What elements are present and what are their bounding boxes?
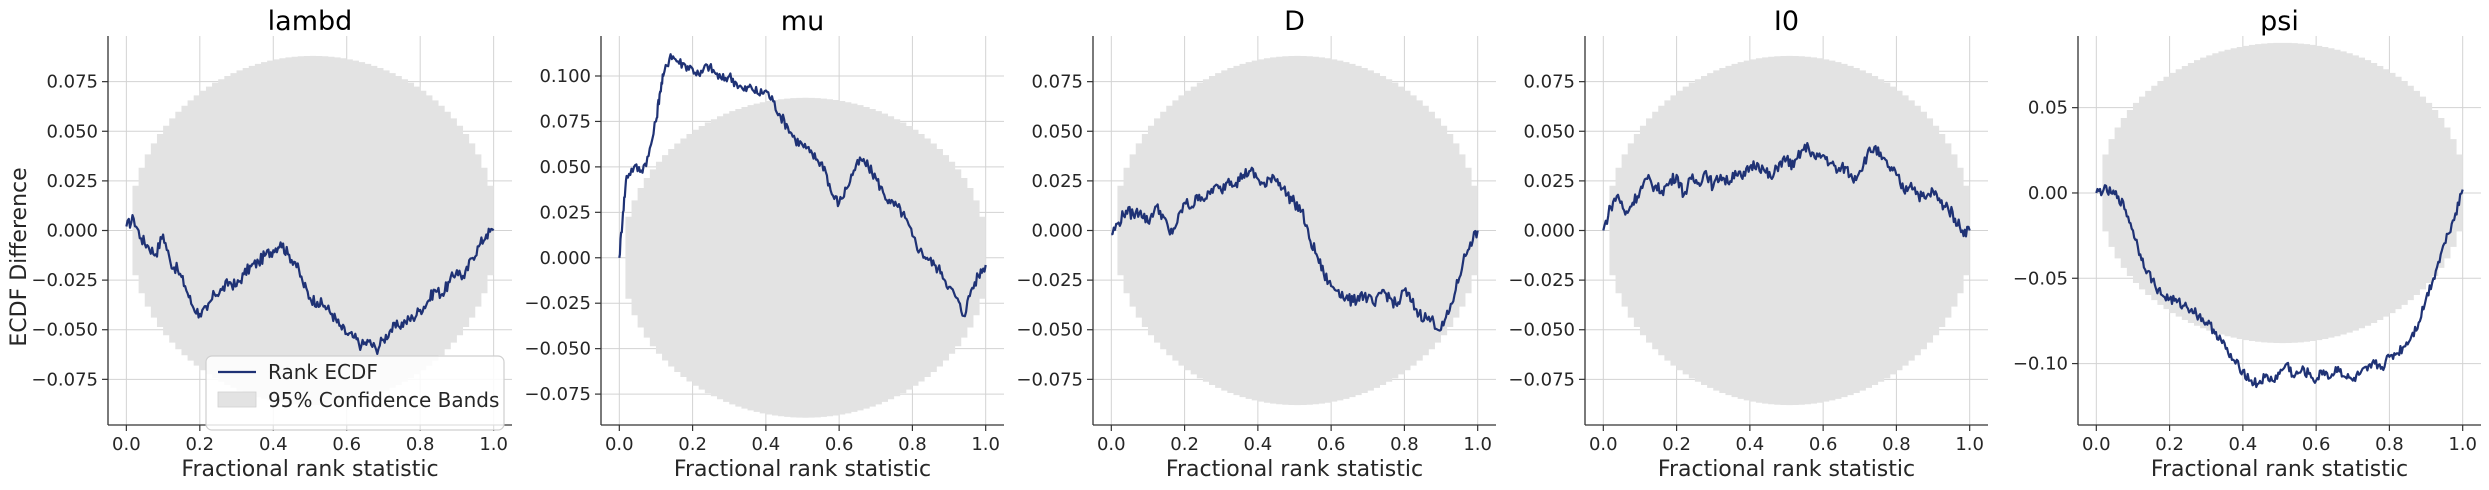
x-tick-label: 0.0 (112, 434, 141, 455)
x-tick-label: 1.0 (2448, 434, 2477, 455)
x-axis-label: Fractional rank statistic (1166, 457, 1423, 482)
x-tick-label: 0.4 (259, 434, 288, 455)
y-tick-label: 0.025 (539, 202, 591, 223)
y-tick-label: −0.025 (31, 270, 98, 291)
x-tick-label: 0.4 (752, 434, 781, 455)
y-tick-label: −0.025 (524, 293, 591, 314)
x-tick-label: 0.8 (2375, 434, 2404, 455)
y-tick-label: 0.025 (1031, 171, 1083, 192)
x-tick-label: 0.0 (1589, 434, 1618, 455)
y-tick-label: 0.025 (46, 171, 98, 192)
y-tick-label: −0.05 (2013, 268, 2068, 289)
x-tick-label: 0.4 (1736, 434, 1765, 455)
y-tick-label: 0.075 (539, 111, 591, 132)
y-tick-label: −0.050 (1508, 320, 1575, 341)
x-axis-label: Fractional rank statistic (181, 457, 438, 482)
legend-frame (205, 355, 505, 431)
rank-ecdf-line (125, 214, 495, 355)
x-tick-label: 0.8 (1390, 434, 1419, 455)
legend-band-swatch (217, 391, 257, 408)
x-tick-label: 0.2 (678, 434, 707, 455)
panel-title: I0 (1774, 6, 1799, 37)
y-tick-label: −0.075 (1016, 369, 1083, 390)
y-tick-label: 0.075 (1031, 72, 1083, 93)
y-tick-label: 0.050 (1523, 121, 1575, 142)
legend-band-label: 95% Confidence Bands (268, 388, 499, 412)
y-tick-label: 0.050 (539, 157, 591, 178)
y-tick-label: −0.10 (2013, 354, 2068, 375)
legend-ecdf-label: Rank ECDF (268, 360, 378, 384)
panel-mu: 0.0 0.2 0.4 0.6 0.8 1.0 −0.075 −0.050 −0.025 0.00… (524, 6, 1004, 482)
y-tick-label: 0.000 (1523, 221, 1575, 242)
y-tick-label: 0.00 (2028, 183, 2068, 204)
x-axis-label: Fractional rank statistic (2151, 457, 2408, 482)
panel-title: psi (2260, 6, 2299, 37)
y-tick-label: 0.000 (1031, 221, 1083, 242)
y-tick-label: −0.050 (31, 320, 98, 341)
legend: Rank ECDF 95% Confidence Bands (205, 355, 505, 431)
y-tick-label: 0.000 (46, 221, 98, 242)
rank-ecdf-line (1110, 166, 1479, 332)
panels-container: 0.0 0.2 0.4 0.6 0.8 1.0−0.075−0.050−0.0250.00… (31, 6, 2481, 482)
y-tick-label: 0.075 (46, 72, 98, 93)
x-tick-label: 1.0 (479, 434, 508, 455)
shared-y-axis-label: ECDF Difference (7, 167, 32, 346)
y-tick-label: 0.05 (2028, 98, 2068, 119)
panel-lambd: 0.0 0.2 0.4 0.6 0.8 1.0 −0.075 −0.050 −0.025 0.00… (31, 6, 512, 482)
x-tick-label: 0.2 (1170, 434, 1199, 455)
panel-title: mu (781, 6, 824, 37)
confidence-band (1603, 55, 1970, 406)
x-tick-label: 0.6 (2302, 434, 2331, 455)
confidence-band (619, 97, 986, 418)
y-tick-label: 0.075 (1523, 72, 1575, 93)
y-tick-label: 0.050 (46, 121, 98, 142)
x-tick-label: 0.2 (185, 434, 214, 455)
confidence-band (126, 55, 494, 406)
y-tick-label: 0.100 (539, 66, 591, 87)
x-tick-label: 1.0 (1955, 434, 1984, 455)
x-tick-label: 0.2 (2155, 434, 2184, 455)
y-tick-label: −0.075 (31, 369, 98, 390)
y-tick-label: 0.050 (1031, 121, 1083, 142)
panel-title: D (1284, 6, 1305, 37)
x-tick-label: 0.8 (1882, 434, 1911, 455)
x-tick-label: 0.4 (2229, 434, 2258, 455)
y-tick-label: −0.050 (1016, 320, 1083, 341)
x-tick-label: 0.2 (1662, 434, 1691, 455)
y-tick-label: −0.025 (1016, 270, 1083, 291)
x-axis-label: Fractional rank statistic (1658, 457, 1915, 482)
y-tick-label: −0.075 (524, 384, 591, 405)
x-tick-label: 0.6 (1809, 434, 1838, 455)
panel-D: 0.0 0.2 0.4 0.6 0.8 1.0 −0.075 −0.050 −0.025 0.00… (1016, 6, 1496, 482)
x-tick-label: 0.8 (406, 434, 435, 455)
y-tick-label: 0.000 (539, 248, 591, 269)
x-tick-label: 0.6 (825, 434, 854, 455)
y-tick-label: −0.025 (1508, 270, 1575, 291)
rank-ecdf-line (2095, 184, 2464, 389)
panel-title: lambd (268, 6, 353, 37)
x-tick-label: 0.8 (898, 434, 927, 455)
y-tick-label: 0.025 (1523, 171, 1575, 192)
confidence-band (2096, 42, 2463, 344)
y-tick-label: −0.050 (524, 339, 591, 360)
panel-psi: 0.0 0.2 0.4 0.6 0.8 1.0 −0.10 −0.05 0.00 0.05 psi F… (2013, 6, 2481, 482)
confidence-band (1111, 55, 1478, 406)
x-axis-label: Fractional rank statistic (674, 457, 931, 482)
rank-ecdf-line (1602, 142, 1971, 238)
x-tick-label: 0.0 (1097, 434, 1126, 455)
x-tick-label: 0.0 (605, 434, 634, 455)
x-tick-label: 0.4 (1244, 434, 1273, 455)
rank-ecdf-line (618, 53, 987, 318)
x-tick-label: 0.0 (2082, 434, 2111, 455)
y-tick-label: −0.075 (1508, 369, 1575, 390)
panel-I0: 0.0 0.2 0.4 0.6 0.8 1.0 −0.075 −0.050 −0.025 0.00… (1508, 6, 1988, 482)
x-tick-label: 1.0 (971, 434, 1000, 455)
x-tick-label: 1.0 (1463, 434, 1492, 455)
x-tick-label: 0.6 (332, 434, 361, 455)
x-tick-label: 0.6 (1317, 434, 1346, 455)
